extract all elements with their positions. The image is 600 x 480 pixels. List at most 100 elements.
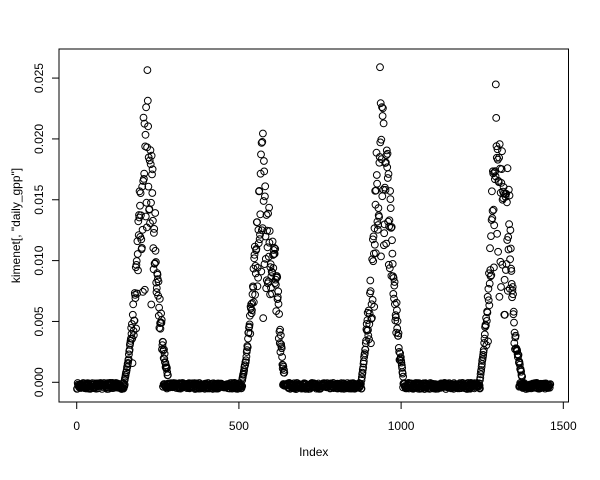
data-point <box>479 351 488 359</box>
data-point <box>500 275 509 284</box>
data-point <box>506 226 515 235</box>
data-point <box>278 353 287 361</box>
data-point <box>475 381 484 390</box>
x-axis: 0 500 1000 1500 <box>73 402 577 433</box>
data-point <box>481 321 490 330</box>
data-point <box>143 66 152 74</box>
data-point <box>378 192 387 201</box>
data-point <box>375 213 384 221</box>
data-point <box>386 195 395 204</box>
data-point <box>260 167 269 176</box>
data-point <box>368 255 377 264</box>
data-point <box>365 335 373 344</box>
data-point <box>248 299 257 308</box>
data-point <box>264 209 273 218</box>
data-point <box>394 329 403 338</box>
y-tick-label: 0.010 <box>32 245 46 275</box>
data-point <box>365 309 374 318</box>
data-point <box>122 366 131 374</box>
data-point <box>138 244 146 252</box>
data-point <box>503 198 511 207</box>
data-point <box>383 174 392 182</box>
data-point <box>259 314 268 323</box>
data-point <box>160 345 168 354</box>
data-point <box>135 187 144 196</box>
data-point <box>501 310 509 319</box>
data-point <box>150 225 159 233</box>
data-point <box>377 252 385 261</box>
data-point <box>390 281 399 290</box>
x-tick-label: 1500 <box>550 419 577 433</box>
data-point <box>147 151 156 160</box>
data-point <box>164 371 172 380</box>
data-point <box>476 373 485 382</box>
data-point <box>146 160 155 169</box>
data-point <box>384 260 393 269</box>
data-point <box>393 317 402 326</box>
data-point <box>254 239 263 248</box>
data-point <box>382 151 391 160</box>
data-point <box>357 376 366 385</box>
data-point <box>260 157 268 165</box>
data-point <box>372 171 381 179</box>
data-point <box>494 247 503 256</box>
data-point <box>261 232 270 241</box>
data-point <box>144 122 153 131</box>
data-point <box>253 282 262 291</box>
data-point <box>384 170 393 178</box>
data-point <box>545 383 554 392</box>
data-point <box>143 96 152 105</box>
data-point <box>139 113 148 122</box>
data-point <box>488 214 497 223</box>
data-point <box>276 348 285 356</box>
data-point <box>490 221 499 230</box>
data-point <box>254 226 263 234</box>
data-point <box>140 175 148 183</box>
data-point <box>243 343 252 352</box>
data-point <box>367 300 376 309</box>
data-point <box>484 296 493 305</box>
data-point <box>510 328 519 337</box>
data-point <box>257 267 266 276</box>
data-point <box>138 182 147 191</box>
data-point <box>382 158 390 167</box>
data-point <box>493 155 502 164</box>
data-point <box>261 192 269 201</box>
x-tick-label: 0 <box>73 419 80 433</box>
data-point <box>131 294 140 303</box>
data-point <box>486 272 495 281</box>
data-point <box>133 289 142 298</box>
data-point <box>258 224 267 233</box>
data-point <box>253 218 262 227</box>
data-point <box>280 368 289 377</box>
data-point <box>498 147 506 156</box>
data-point <box>251 262 260 270</box>
data-point <box>256 230 264 239</box>
data-point <box>388 236 396 245</box>
data-point <box>493 229 502 238</box>
data-point <box>502 266 510 274</box>
data-point <box>483 292 492 301</box>
data-point <box>266 260 275 269</box>
data-point <box>394 332 403 340</box>
data-point <box>383 163 392 172</box>
x-tick-label: 500 <box>229 419 249 433</box>
data-point <box>388 249 397 258</box>
y-axis-title: kimenet[, "daily_gpp"] <box>9 168 23 283</box>
data-point <box>380 229 389 238</box>
data-point <box>274 287 283 296</box>
data-point <box>489 205 498 214</box>
data-point <box>247 304 255 313</box>
data-point <box>477 366 486 374</box>
data-point <box>485 301 494 310</box>
data-point <box>244 334 252 343</box>
data-point <box>487 271 496 280</box>
data-point <box>510 339 519 348</box>
data-point <box>251 290 260 299</box>
data-point <box>152 258 160 266</box>
data-point <box>378 103 386 111</box>
data-point <box>373 179 382 188</box>
data-point <box>142 103 151 112</box>
data-point <box>132 257 141 265</box>
data-point <box>505 191 514 200</box>
